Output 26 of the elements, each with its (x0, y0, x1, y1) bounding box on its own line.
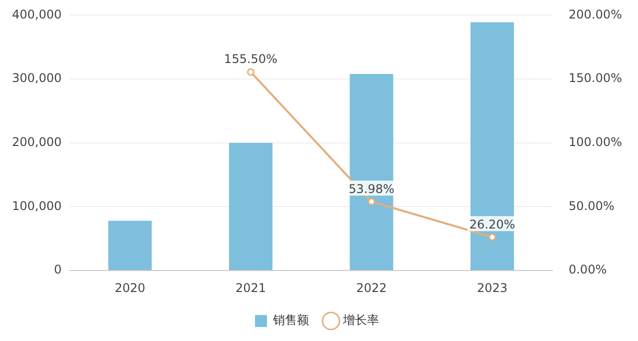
x-tick-label: 2020 (114, 280, 146, 295)
y-tick-label: 100,000 (12, 198, 62, 213)
bar (470, 22, 514, 270)
legend-label: 增长率 (342, 313, 379, 328)
x-tick-label: 2023 (476, 280, 508, 295)
data-label: 26.20% (469, 217, 516, 232)
bar (350, 74, 394, 270)
y-tick-label: 0 (54, 262, 62, 277)
bar (108, 220, 152, 270)
x-tick-label: 2022 (356, 280, 387, 295)
x-tick-label: 2021 (235, 280, 266, 295)
y2-tick-label: 200.00% (568, 7, 622, 22)
y-tick-label: 400,000 (12, 7, 62, 22)
y-tick-label: 200,000 (12, 135, 62, 150)
data-label: 155.50% (224, 52, 278, 66)
y2-tick-label: 0.00% (568, 262, 607, 277)
y-tick-label: 300,000 (12, 71, 62, 86)
data-label: 53.98% (348, 182, 394, 196)
legend-label: 销售额 (272, 313, 309, 328)
point (246, 68, 254, 76)
point (368, 198, 376, 206)
y2-tick-label: 150.00% (568, 71, 622, 86)
y2-tick-label: 50.00% (568, 198, 614, 213)
y2-tick-label: 100.00% (568, 135, 622, 150)
point (488, 233, 496, 241)
bar (229, 142, 272, 270)
